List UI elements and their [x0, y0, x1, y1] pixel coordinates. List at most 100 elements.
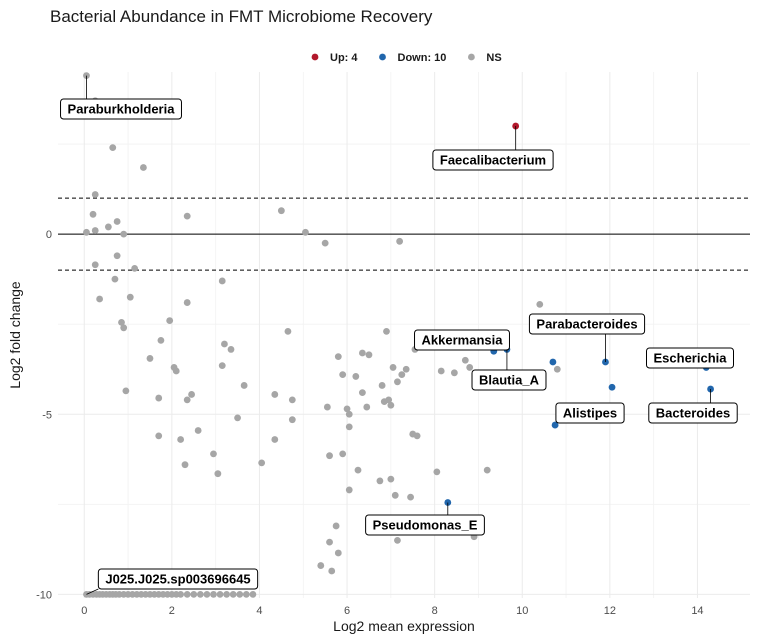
- ns-point: [345, 486, 353, 494]
- ns-point: [240, 382, 248, 389]
- annotation-box: [528, 313, 646, 335]
- ns-point: [122, 387, 130, 395]
- ns-point: [433, 468, 441, 476]
- ns-point: [131, 264, 139, 272]
- x-tick-label: 6: [344, 605, 350, 617]
- y-tick-label: 0: [46, 229, 52, 241]
- ns-point: [407, 493, 414, 501]
- annotation-label: Bacteroides: [656, 406, 730, 421]
- ns-point: [194, 427, 202, 434]
- ns-point: [332, 522, 340, 530]
- annotation-label: Pseudomonas_E: [373, 518, 478, 533]
- ns-point: [413, 432, 421, 440]
- ns-point: [345, 410, 353, 418]
- ns-point: [358, 349, 366, 357]
- ns-point: [387, 475, 395, 483]
- ns-point: [183, 212, 191, 220]
- annotation-label: Blautia_A: [479, 373, 540, 388]
- annotation-label: Faecalibacterium: [440, 153, 546, 168]
- ns-point: [183, 396, 191, 404]
- down-point: [551, 421, 559, 429]
- ns-point: [466, 364, 474, 371]
- up-legend-label: Up: 4: [330, 52, 358, 64]
- annotation-box: [648, 402, 738, 424]
- annotation-label: Parabacteroides: [536, 317, 637, 332]
- ns-point: [203, 590, 211, 598]
- ns-point: [288, 396, 296, 404]
- down-legend-marker: [379, 53, 386, 61]
- ns-point: [288, 416, 296, 424]
- ns-point: [188, 391, 195, 398]
- ns-point: [89, 210, 97, 218]
- ns-point: [190, 590, 198, 598]
- ns-point: [271, 436, 279, 443]
- annotation-layer: Paraburkholderia Faecalibacterium Akkerman…: [60, 75, 738, 595]
- ns-point: [328, 567, 336, 575]
- ns-point: [216, 590, 224, 598]
- ns-point: [120, 230, 128, 238]
- ns-point: [183, 590, 191, 598]
- ns-point: [321, 239, 329, 247]
- down-point: [549, 358, 557, 366]
- ns-point: [394, 378, 401, 386]
- annotation-box: [646, 347, 734, 369]
- ns-point: [91, 227, 99, 234]
- ns-point: [218, 277, 226, 285]
- ns-point: [120, 324, 128, 332]
- ns-point: [91, 261, 99, 269]
- ns-point: [352, 373, 360, 380]
- ns-point: [385, 396, 393, 404]
- y-tick-label: -10: [36, 589, 52, 601]
- ns-point: [155, 394, 163, 402]
- reference-lines: [58, 197, 750, 271]
- ns-point: [391, 491, 399, 499]
- annotation-label: Escherichia: [654, 351, 728, 366]
- annotation-box: [471, 369, 547, 391]
- ns-point: [284, 327, 292, 335]
- down-legend-label: Down: 10: [398, 52, 447, 64]
- ns-point: [389, 364, 397, 371]
- ns-point: [96, 295, 104, 303]
- ns-point: [170, 364, 178, 371]
- point-layer: [83, 72, 714, 598]
- ns-point: [183, 299, 191, 306]
- ns-point: [358, 389, 366, 397]
- ns-point: [242, 590, 250, 598]
- ns-point: [450, 369, 458, 377]
- ns-point: [155, 432, 163, 440]
- ns-point: [334, 549, 342, 557]
- ns-point: [345, 423, 353, 431]
- annotation-label: J025.J025.sp003696645: [105, 572, 250, 587]
- ns-legend-marker: [468, 53, 475, 61]
- annotation-box: [97, 568, 259, 590]
- annotation-label: Paraburkholderia: [68, 102, 176, 117]
- ns-point: [483, 466, 491, 474]
- axis-layer: 0 2 4 6 8 10 12 14 -10 -5 0: [36, 229, 703, 617]
- ns-point: [343, 405, 351, 413]
- ns-point: [317, 562, 325, 569]
- ns-point: [221, 340, 228, 348]
- ns-legend-label: NS: [486, 52, 501, 64]
- ns-point: [271, 391, 279, 398]
- annotation-label: Akkermansia: [422, 333, 504, 348]
- x-tick-label: 2: [169, 605, 175, 617]
- ns-point: [83, 228, 90, 236]
- ns-point: [323, 403, 331, 411]
- ns-point: [536, 300, 544, 308]
- ns-point: [326, 538, 333, 546]
- ns-point: [437, 367, 445, 375]
- ns-point: [109, 144, 117, 152]
- x-tick-label: 0: [81, 605, 87, 617]
- ns-point: [387, 401, 395, 409]
- up-legend-marker: [311, 53, 319, 61]
- x-tick-label: 12: [604, 605, 616, 617]
- ns-point: [394, 536, 401, 544]
- ns-point: [91, 191, 99, 198]
- ns-point: [181, 461, 189, 469]
- annotation-label: Alistipes: [563, 406, 617, 421]
- ns-point: [177, 590, 185, 598]
- x-tick-label: 4: [256, 605, 262, 617]
- ns-point: [376, 477, 384, 485]
- ns-point: [210, 590, 217, 598]
